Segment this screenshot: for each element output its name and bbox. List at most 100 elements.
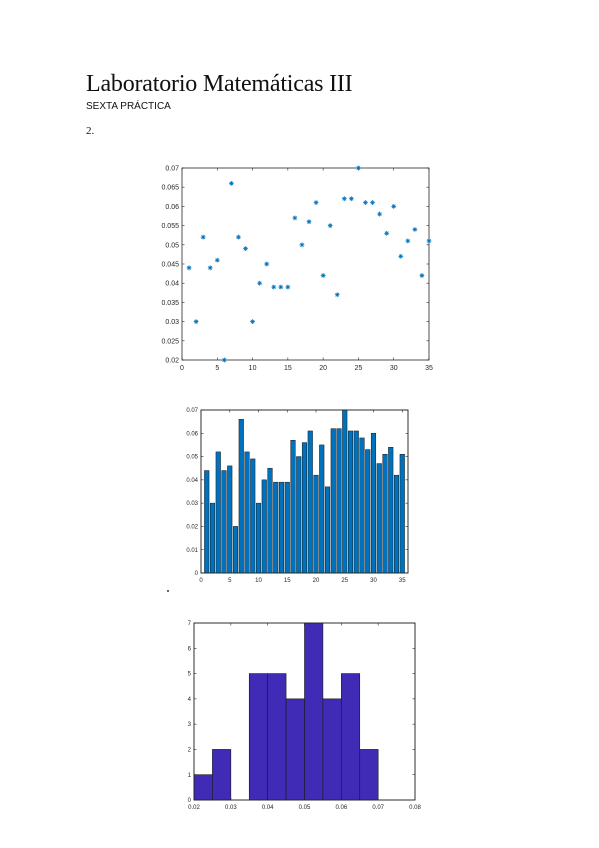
hist-y-tick-label: 3: [188, 722, 192, 728]
scatter-point: [193, 319, 199, 324]
bar: [215, 451, 221, 574]
scatter-y-tick-label: 0.055: [161, 223, 179, 230]
bar-x-tick-label: 25: [341, 578, 348, 584]
histogram-bin: [304, 622, 324, 801]
histogram-bin: [359, 749, 379, 801]
histogram-bin: [267, 673, 287, 801]
scatter-point: [278, 284, 284, 290]
scatter-y-tick-label: 0.025: [161, 338, 179, 345]
page-subtitle: SEXTA PRÁCTICA: [86, 101, 171, 112]
scatter-y-tick-label: 0.06: [165, 204, 179, 211]
scatter-y-tick-label: 0.04: [165, 281, 179, 288]
scatter-point: [341, 196, 347, 202]
bar: [255, 502, 262, 574]
scatter-point: [257, 280, 263, 286]
bar: [244, 451, 250, 574]
scatter-point: [292, 215, 298, 221]
scatter-x-tick-label: 25: [355, 365, 363, 372]
bar: [347, 430, 354, 574]
bar: [290, 440, 296, 574]
stray-dot: [167, 590, 169, 592]
scatter-y-tick-label: 0.045: [161, 261, 179, 268]
bar: [353, 430, 359, 574]
scatter-y-tick-label: 0.03: [165, 319, 179, 326]
bar: [221, 470, 227, 574]
scatter-point: [356, 165, 361, 171]
bar: [399, 453, 405, 574]
histogram-bin: [322, 698, 342, 801]
scatter-point: [412, 227, 418, 232]
scatter-point: [186, 265, 192, 271]
scatter-x-tick-label: 5: [215, 365, 219, 372]
scatter-point: [327, 223, 333, 228]
hist-x-tick-label: 0.05: [299, 805, 311, 811]
scatter-point: [384, 230, 390, 236]
histogram-chart: 0.02 0.03 0.04 0.05 0.06 0.07 0.08 0 1 2 3 4 5 6 7: [188, 621, 422, 811]
bar-x-tick-label: 0: [199, 578, 203, 584]
scatter-point: [207, 265, 213, 271]
scatter-x-tick-label: 20: [319, 365, 327, 372]
scatter-axes-box: [181, 167, 430, 361]
hist-y-tick-label: 4: [188, 697, 192, 703]
bar-x-tick-label: 30: [370, 578, 377, 584]
bar: [267, 467, 273, 574]
bar: [359, 437, 365, 574]
section-number: 2.: [86, 125, 95, 137]
bar: [301, 442, 308, 574]
scatter-point: [391, 204, 397, 209]
bar: [342, 409, 348, 574]
hist-y-tick-label: 6: [188, 646, 192, 652]
histogram-bin: [212, 749, 232, 801]
scatter-point: [221, 357, 227, 363]
scatter-point: [306, 219, 312, 225]
hist-y-tick-label: 2: [188, 748, 192, 754]
scatter-point: [405, 238, 411, 244]
scatter-point: [363, 200, 368, 205]
bar: [261, 479, 267, 574]
bar: [232, 526, 239, 574]
bar-x-tick-label: 35: [399, 578, 406, 584]
bar-x-tick-label: 10: [255, 578, 262, 584]
bar: [250, 458, 256, 574]
scatter-point: [214, 257, 220, 263]
bar: [307, 430, 313, 574]
scatter-x-tick-label: 10: [249, 365, 257, 372]
hist-x-tick-label: 0.02: [188, 805, 200, 811]
hist-y-tick-label: 7: [188, 621, 192, 627]
scatter-point: [370, 200, 375, 205]
scatter-point: [250, 319, 255, 324]
bar: [324, 486, 331, 574]
bar-y-tick-label: 0.01: [186, 548, 198, 554]
scatter-point: [299, 242, 305, 248]
bar-x-tick-label: 15: [284, 578, 291, 584]
scatter-point: [313, 200, 319, 205]
scatter-point: [229, 180, 234, 186]
bar: [319, 444, 325, 574]
scatter-chart: 0 5 10 15 20 25 30 35 0.02 0.025 0.03 0.035 0.04 0.04…: [161, 165, 433, 372]
bar: [393, 474, 400, 574]
scatter-point: [377, 211, 382, 217]
hist-x-tick-label: 0.04: [262, 805, 274, 811]
histogram-bin: [193, 774, 213, 801]
scatter-point: [285, 284, 291, 290]
scatter-point: [419, 273, 425, 278]
bar-x-tick-label: 20: [313, 578, 320, 584]
scatter-y-tick-label: 0.035: [161, 300, 179, 307]
hist-y-tick-label: 5: [188, 672, 192, 678]
bar: [227, 465, 233, 574]
bar-chart: 0 5 10 15 20 25 30 35 0 0.01 0.02 0.03 0.04 0.05 0.06 0…: [186, 408, 409, 584]
bar: [382, 453, 388, 574]
bar: [365, 449, 371, 574]
scatter-point: [264, 261, 270, 267]
scatter-point: [320, 273, 326, 278]
scatter-y-tick-label: 0.05: [165, 242, 179, 249]
bar-y-tick-label: 0.03: [186, 501, 198, 507]
bar-x-tick-label: 5: [228, 578, 232, 584]
bar: [376, 463, 382, 574]
bar: [313, 474, 319, 574]
bar: [204, 470, 210, 574]
bar-y-tick-label: 0.07: [186, 408, 198, 414]
scatter-point: [200, 234, 206, 240]
histogram-bin: [285, 698, 305, 801]
